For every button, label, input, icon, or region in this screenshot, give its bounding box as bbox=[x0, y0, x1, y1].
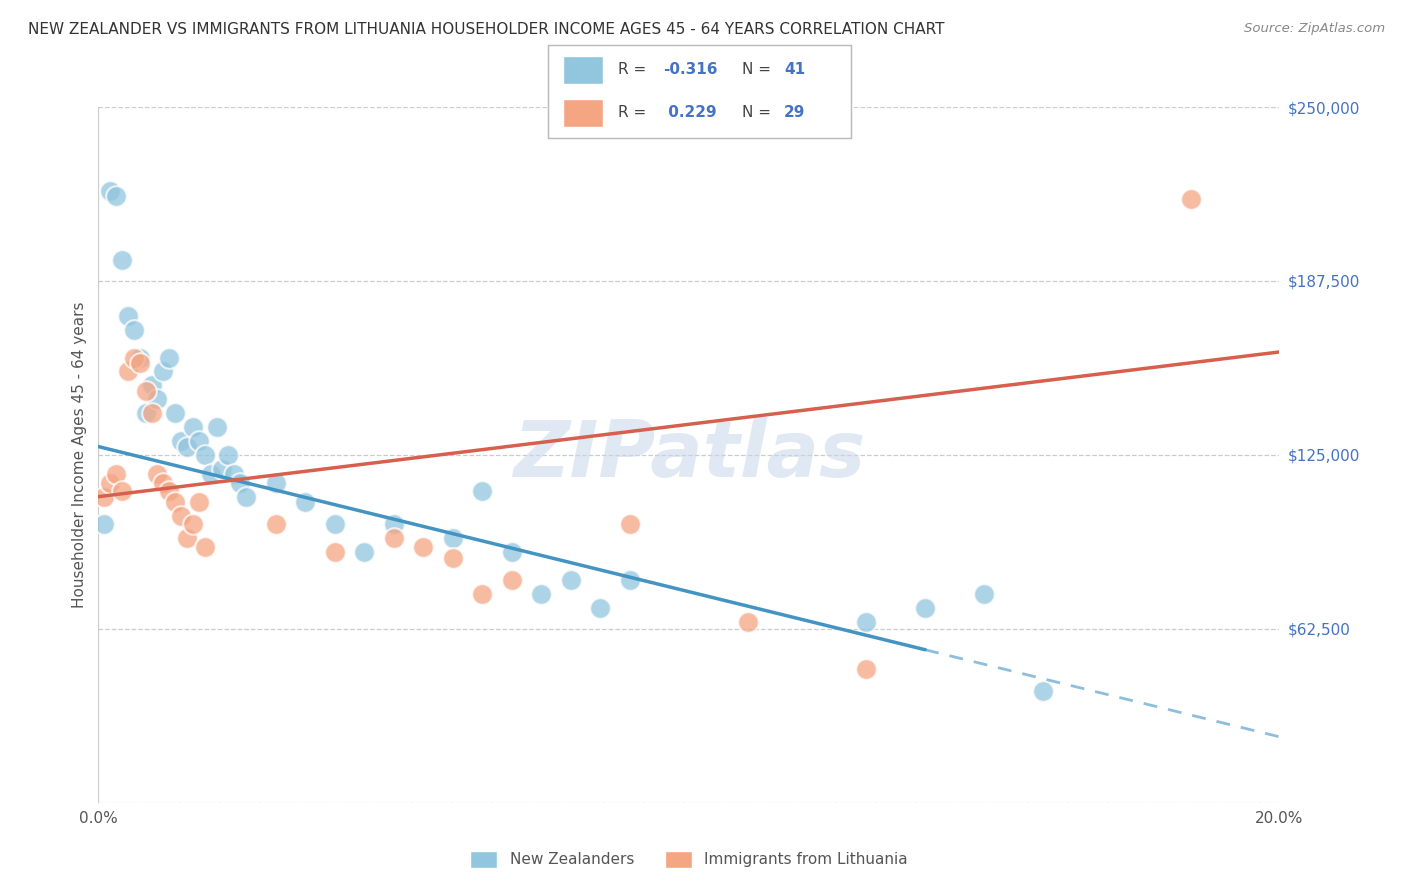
Point bbox=[412, 540, 434, 554]
Point bbox=[382, 532, 405, 546]
Legend: New Zealanders, Immigrants from Lithuania: New Zealanders, Immigrants from Lithuani… bbox=[463, 843, 915, 875]
Point bbox=[323, 545, 346, 559]
Point bbox=[165, 406, 187, 420]
Point bbox=[589, 601, 612, 615]
Point bbox=[146, 392, 169, 407]
Text: R =: R = bbox=[617, 105, 651, 120]
Point bbox=[211, 462, 233, 476]
Point bbox=[176, 440, 198, 454]
Point bbox=[141, 406, 163, 420]
Point bbox=[194, 540, 217, 554]
Point bbox=[111, 484, 134, 499]
Point bbox=[117, 309, 139, 323]
Text: NEW ZEALANDER VS IMMIGRANTS FROM LITHUANIA HOUSEHOLDER INCOME AGES 45 - 64 YEARS: NEW ZEALANDER VS IMMIGRANTS FROM LITHUAN… bbox=[28, 22, 945, 37]
Point bbox=[200, 467, 222, 482]
Point bbox=[205, 420, 228, 434]
Point bbox=[441, 550, 464, 565]
Point bbox=[224, 467, 246, 482]
Point bbox=[157, 484, 180, 499]
Point bbox=[1180, 192, 1202, 206]
Point bbox=[737, 615, 759, 629]
Point bbox=[855, 615, 877, 629]
Point bbox=[181, 420, 204, 434]
Point bbox=[141, 378, 163, 392]
Point bbox=[146, 467, 169, 482]
Point bbox=[111, 253, 134, 268]
Point bbox=[128, 351, 150, 365]
Point bbox=[619, 517, 641, 532]
Point bbox=[105, 189, 128, 203]
Point bbox=[187, 434, 209, 448]
Text: 41: 41 bbox=[785, 62, 806, 77]
Point bbox=[471, 587, 494, 601]
Point bbox=[914, 601, 936, 615]
Point bbox=[187, 495, 209, 509]
Point bbox=[1032, 684, 1054, 698]
Point bbox=[135, 384, 157, 398]
Point bbox=[122, 323, 145, 337]
Text: 29: 29 bbox=[785, 105, 806, 120]
Point bbox=[229, 475, 252, 490]
Point bbox=[501, 573, 523, 587]
Point bbox=[194, 448, 217, 462]
Text: N =: N = bbox=[742, 62, 776, 77]
Text: N =: N = bbox=[742, 105, 776, 120]
Point bbox=[530, 587, 553, 601]
Point bbox=[619, 573, 641, 587]
Point bbox=[170, 509, 193, 524]
Point bbox=[323, 517, 346, 532]
Point bbox=[471, 484, 494, 499]
Bar bbox=[564, 56, 603, 84]
Point bbox=[157, 351, 180, 365]
Text: -0.316: -0.316 bbox=[664, 62, 717, 77]
Bar bbox=[564, 99, 603, 127]
Point bbox=[235, 490, 257, 504]
Point bbox=[973, 587, 995, 601]
Point bbox=[441, 532, 464, 546]
Point bbox=[117, 364, 139, 378]
Point bbox=[294, 495, 316, 509]
Point bbox=[181, 517, 204, 532]
Text: R =: R = bbox=[617, 62, 651, 77]
Point bbox=[264, 517, 287, 532]
Point bbox=[264, 475, 287, 490]
Point bbox=[165, 495, 187, 509]
Point bbox=[382, 517, 405, 532]
Text: ZIPatlas: ZIPatlas bbox=[513, 417, 865, 493]
Point bbox=[128, 356, 150, 370]
Point bbox=[170, 434, 193, 448]
Point bbox=[98, 475, 121, 490]
Point bbox=[135, 406, 157, 420]
Point bbox=[501, 545, 523, 559]
Point bbox=[98, 184, 121, 198]
Text: Source: ZipAtlas.com: Source: ZipAtlas.com bbox=[1244, 22, 1385, 36]
Y-axis label: Householder Income Ages 45 - 64 years: Householder Income Ages 45 - 64 years bbox=[72, 301, 87, 608]
Point bbox=[217, 448, 239, 462]
Point bbox=[105, 467, 128, 482]
Point bbox=[560, 573, 582, 587]
Point bbox=[122, 351, 145, 365]
Point bbox=[93, 490, 115, 504]
Point bbox=[176, 532, 198, 546]
Point bbox=[855, 662, 877, 676]
Point bbox=[152, 475, 174, 490]
Point bbox=[93, 517, 115, 532]
Point bbox=[353, 545, 375, 559]
Point bbox=[152, 364, 174, 378]
Text: 0.229: 0.229 bbox=[664, 105, 717, 120]
